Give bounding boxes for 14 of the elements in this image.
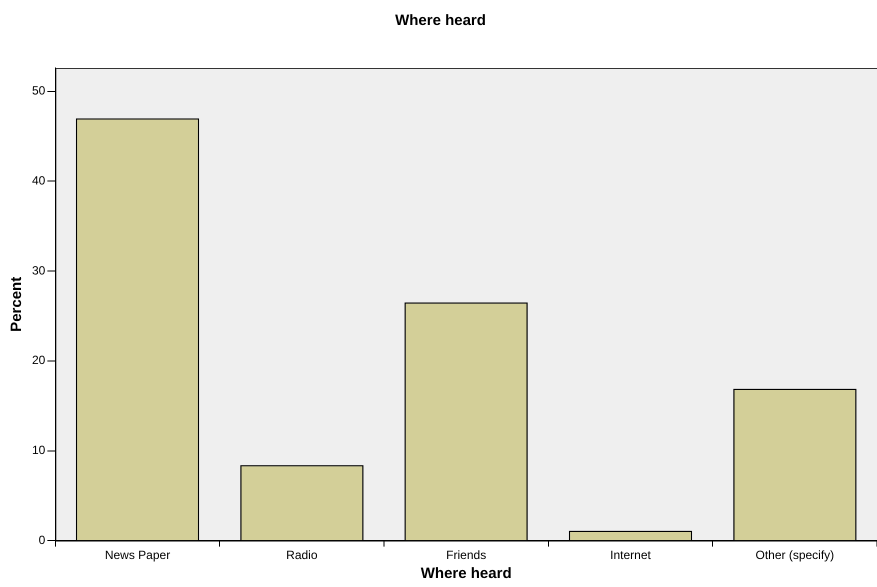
- x-tick-label: Other (specify): [755, 548, 834, 562]
- chart-title: Where heard: [395, 12, 486, 30]
- y-axis-title: Percent: [8, 276, 26, 332]
- y-tick-label: 10: [32, 443, 46, 458]
- x-tick-label: News Paper: [104, 548, 170, 562]
- y-tick-label: 30: [32, 263, 46, 278]
- y-tick-label: 0: [38, 532, 46, 547]
- x-tick-label: Internet: [610, 548, 652, 562]
- x-tick-label: Radio: [286, 548, 318, 562]
- y-tick-label: 50: [32, 84, 46, 98]
- y-tick-label: 20: [32, 353, 46, 368]
- x-axis-title: Where heard: [420, 565, 512, 582]
- x-tick-label: Friends: [446, 548, 486, 562]
- y-tick-label: 40: [32, 174, 46, 188]
